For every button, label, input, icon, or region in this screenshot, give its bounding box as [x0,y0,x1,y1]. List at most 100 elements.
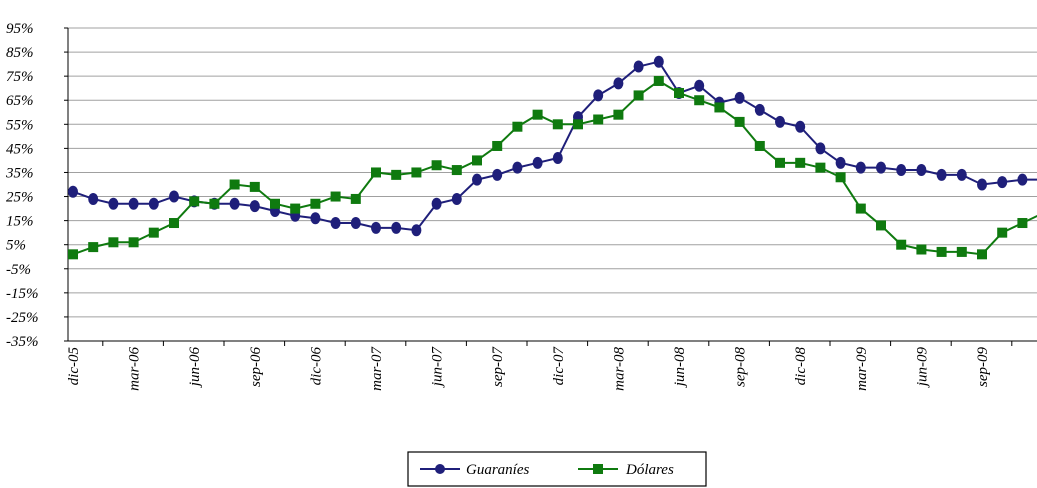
point [330,217,341,230]
x-tick-label: mar-06 [127,347,143,391]
point [956,246,967,257]
point [653,55,664,68]
y-tick-label: 55% [6,117,34,133]
y-tick-label: -25% [6,310,39,326]
point [451,192,462,205]
point [916,164,927,177]
point [997,227,1008,238]
point [512,161,523,174]
point [532,109,543,120]
point [330,191,341,202]
point [997,176,1008,189]
point [795,157,806,168]
point [653,75,664,86]
point [68,185,78,198]
y-tick-label: -5% [6,262,31,278]
point [148,197,159,210]
point [835,156,846,169]
point [108,197,119,210]
point [734,91,745,104]
point [371,221,381,234]
point [88,242,99,253]
y-tick-label: -15% [6,286,39,302]
x-tick-label: dic-09 [1036,347,1037,386]
y-tick-label: 35% [5,165,34,181]
y-tick-label: 65% [6,93,34,109]
point [795,120,806,133]
point [249,200,260,213]
point [694,95,705,106]
point [552,119,563,130]
point [209,198,220,209]
point [431,197,442,210]
point [169,190,179,203]
point [754,103,765,116]
point [371,167,381,178]
point [310,198,321,209]
x-tick-label: jun-07 [430,346,446,389]
point [249,181,260,192]
point [775,115,785,128]
point [189,196,200,207]
point [694,79,705,92]
point [472,173,482,186]
point [169,218,179,229]
legend-label: Dólares [625,462,674,478]
x-tick-label: mar-08 [611,347,627,391]
point [835,172,846,183]
point [290,203,301,214]
x-tick-label: mar-07 [369,346,385,391]
point [674,88,684,99]
point [229,197,240,210]
point [714,102,725,113]
point [411,224,422,237]
point [573,119,583,130]
y-tick-label: 5% [6,238,26,254]
point [411,167,422,178]
point [977,249,987,260]
point [633,90,644,101]
point [512,121,523,132]
point [896,239,907,250]
y-tick-label: -35% [6,334,39,350]
x-tick-label: sep-09 [975,347,991,387]
point [68,249,78,260]
point [492,140,503,151]
point [613,109,624,120]
y-tick-label: 85% [6,45,34,61]
x-tick-label: dic-07 [551,346,567,386]
point [552,152,563,165]
point [593,114,604,125]
point [775,157,785,168]
point [876,220,886,231]
series-line [72,79,1037,256]
x-tick-label: jun-09 [914,347,930,389]
point [916,244,927,255]
x-tick-label: sep-06 [248,347,264,387]
point [350,217,361,230]
point [350,193,361,204]
point [1017,218,1028,229]
point [270,198,280,209]
point [956,168,967,181]
x-tick-label: dic-08 [793,347,809,386]
point [936,246,947,257]
point [391,169,402,180]
point [815,162,826,173]
point [936,168,947,181]
x-tick-label: sep-07 [490,346,506,387]
point [88,192,99,205]
point [229,179,240,190]
y-tick-label: 75% [6,69,34,85]
point [613,77,624,90]
x-tick-label: jun-08 [672,347,688,389]
x-tick-label: dic-06 [308,347,324,386]
point [310,212,321,225]
point [148,227,159,238]
point [431,160,442,171]
point [451,165,462,176]
point [1017,173,1028,186]
y-tick-label: 95% [6,21,34,37]
point [128,197,139,210]
y-tick-label: 45% [6,141,34,157]
